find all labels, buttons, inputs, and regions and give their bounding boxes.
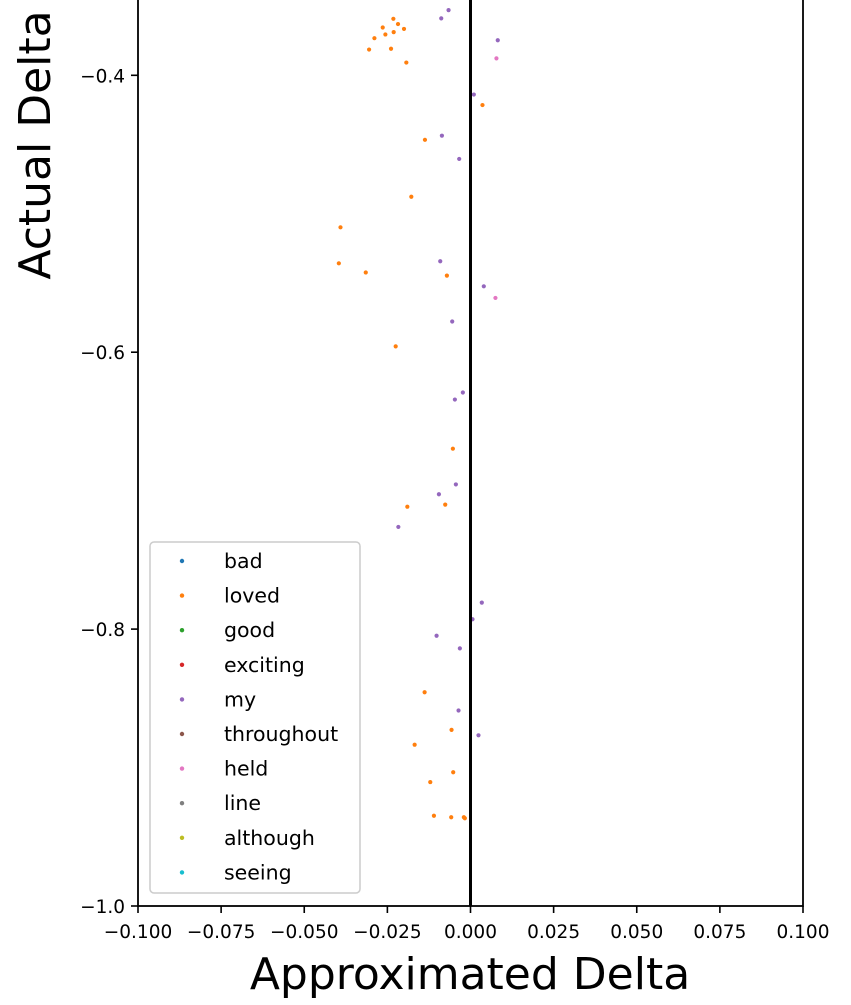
legend-marker: [179, 593, 185, 598]
x-tick-label: 0.075: [693, 922, 746, 943]
data-point-loved: [363, 270, 368, 275]
data-point-my: [439, 133, 445, 138]
data-point-loved: [388, 46, 394, 51]
data-point-my: [481, 284, 486, 289]
data-point-loved: [431, 813, 437, 818]
legend-marker: [179, 766, 185, 771]
data-point-loved: [451, 770, 456, 775]
data-point-held: [493, 295, 498, 301]
data-point-my: [457, 156, 462, 162]
y-tick-label: −0.6: [80, 343, 125, 364]
data-point-loved: [391, 16, 396, 21]
data-point-my: [450, 319, 455, 324]
data-point-loved: [444, 273, 449, 278]
data-point-my: [436, 492, 442, 497]
data-point-loved: [405, 504, 410, 509]
x-tick-label: 0.100: [777, 922, 830, 943]
data-point-loved: [461, 815, 466, 820]
legend-marker: [179, 835, 185, 840]
legend-label: my: [224, 687, 256, 711]
y-tick-label: −0.8: [80, 620, 125, 641]
data-point-loved: [480, 102, 485, 108]
data-point-my: [495, 38, 500, 43]
legend-label: line: [224, 791, 261, 815]
data-point-my: [476, 733, 481, 738]
data-point-my: [479, 600, 484, 605]
data-point-loved: [428, 779, 433, 785]
legend-marker: [179, 870, 185, 875]
data-point-loved: [409, 194, 414, 199]
data-point-loved: [422, 137, 428, 142]
data-point-my: [446, 7, 451, 13]
legend-label: throughout: [224, 722, 338, 746]
legend-marker: [179, 628, 185, 633]
y-axis-label: Actual Delta: [10, 10, 61, 279]
data-point-loved: [422, 690, 427, 695]
legend-label: exciting: [224, 653, 305, 677]
data-point-loved: [372, 36, 377, 41]
data-point-my: [439, 16, 444, 21]
data-point-my: [457, 646, 462, 651]
data-point-loved: [393, 344, 398, 349]
x-tick-label: −0.100: [104, 922, 172, 943]
x-axis-ticks: −0.100 −0.075 −0.050 −0.025 0.000 0.025 0.050 0…: [104, 906, 830, 943]
legend-items: bad loved good exciting my throughout held line…: [179, 549, 338, 884]
x-tick-label: 0.000: [444, 922, 497, 943]
data-point-loved: [404, 60, 409, 65]
data-point-held: [494, 56, 499, 61]
data-point-loved: [401, 26, 407, 32]
y-tick-label: −1.0: [80, 897, 125, 918]
data-point-loved: [449, 727, 454, 732]
data-point-my: [456, 708, 461, 713]
x-tick-label: 0.025: [527, 922, 580, 943]
legend-marker: [179, 731, 185, 737]
legend-label: loved: [224, 584, 280, 608]
legend-marker: [179, 662, 185, 667]
data-point-my: [396, 524, 401, 530]
data-point-my: [453, 482, 458, 487]
legend-label: seeing: [224, 860, 292, 884]
x-tick-label: −0.050: [270, 922, 338, 943]
legend-marker: [179, 697, 185, 702]
legend-label: although: [224, 826, 315, 850]
legend-label: held: [224, 757, 268, 781]
data-point-loved: [338, 225, 343, 230]
legend-box: [149, 541, 361, 894]
legend-label: good: [224, 618, 275, 642]
data-point-my: [434, 633, 439, 638]
data-point-my: [452, 397, 457, 402]
data-point-loved: [443, 502, 448, 507]
data-point-loved: [380, 25, 385, 30]
x-tick-label: −0.025: [353, 922, 421, 943]
x-tick-label: −0.075: [187, 922, 255, 943]
data-points: [336, 7, 500, 821]
y-axis-ticks: −1.0 −0.8 −0.6 −0.4: [80, 66, 138, 918]
x-axis-label: Approximated Delta: [250, 949, 690, 1000]
data-point-my: [460, 390, 465, 395]
data-point-loved: [412, 742, 417, 747]
data-point-my: [471, 92, 476, 97]
data-point-loved: [391, 30, 396, 35]
legend-marker: [179, 558, 185, 564]
x-tick-label: 0.050: [610, 922, 663, 943]
data-point-loved: [366, 47, 372, 52]
data-point-loved: [395, 21, 401, 27]
data-point-loved: [450, 446, 455, 451]
legend: bad loved good exciting my throughout held line…: [149, 541, 361, 894]
data-point-loved: [449, 815, 454, 820]
data-point-loved: [383, 32, 388, 37]
legend-marker: [179, 801, 185, 806]
legend-label: bad: [224, 549, 263, 573]
data-point-loved: [336, 261, 341, 266]
data-point-my: [438, 259, 443, 264]
y-tick-label: −0.4: [80, 66, 125, 87]
